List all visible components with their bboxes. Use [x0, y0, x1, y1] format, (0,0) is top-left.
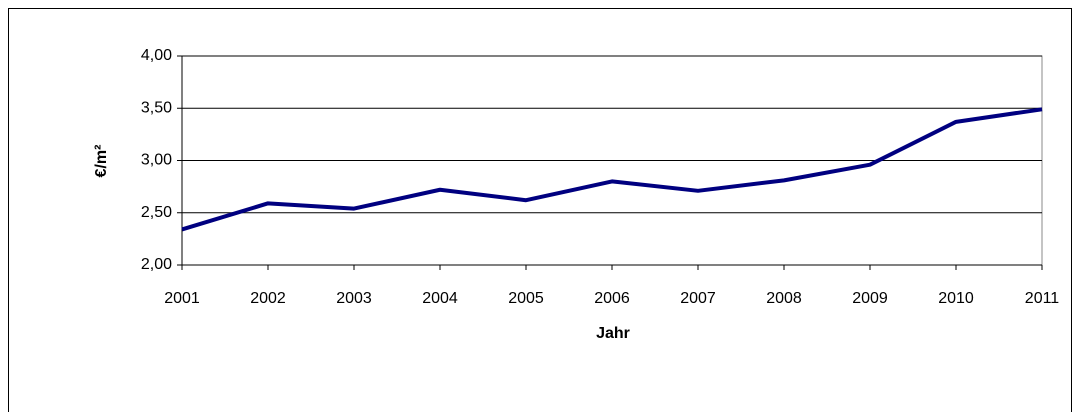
x-tick-label: 2004	[422, 290, 458, 307]
x-tick-label: 2005	[508, 290, 544, 307]
x-tick-label: 2007	[680, 290, 716, 307]
y-tick-label: 3,00	[141, 152, 172, 169]
data-line	[181, 107, 1043, 232]
y-tick-label: 3,50	[141, 99, 172, 116]
y-tick-label: 2,50	[141, 204, 172, 221]
y-axis-title: €/m²	[93, 145, 110, 178]
x-tick-label: 2010	[938, 290, 974, 307]
x-tick-label: 2011	[1025, 290, 1060, 307]
x-axis-title: Jahr	[596, 325, 630, 342]
x-tick-label: 2006	[594, 290, 630, 307]
chart-frame	[8, 8, 1072, 412]
y-tick-label: 2,00	[141, 256, 172, 273]
x-tick-label: 2001	[164, 290, 200, 307]
y-tick-label: 4,00	[141, 47, 172, 64]
x-tick-label: 2009	[852, 290, 888, 307]
x-tick-label: 2008	[766, 290, 802, 307]
x-tick-label: 2002	[250, 290, 286, 307]
x-tick-label: 2003	[336, 290, 372, 307]
